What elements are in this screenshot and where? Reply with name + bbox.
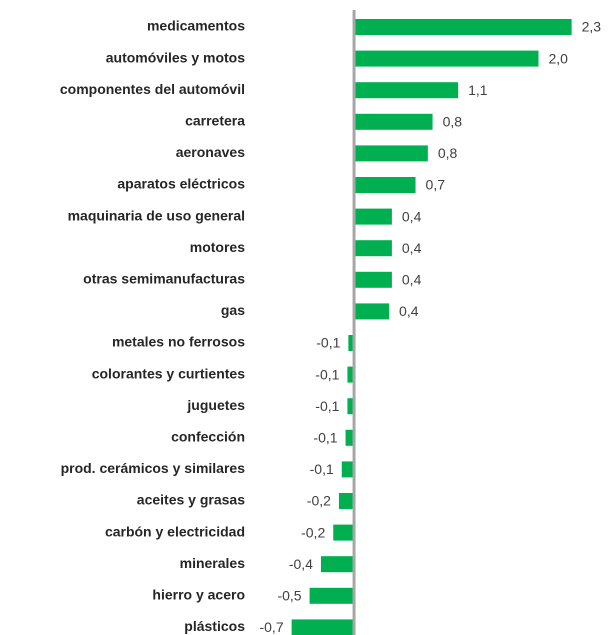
category-label: otras semimanufacturas [83, 271, 245, 287]
value-label: 0,4 [402, 208, 422, 224]
value-label: -0,7 [259, 619, 283, 635]
bar [291, 619, 355, 635]
value-label: -0,1 [313, 430, 337, 446]
bar [341, 461, 355, 478]
bar [354, 240, 392, 257]
category-label: aparatos eléctricos [117, 176, 245, 192]
bar [354, 145, 428, 162]
bar [354, 271, 392, 288]
category-label: aceites y grasas [137, 492, 245, 508]
value-label: 0,8 [443, 114, 463, 130]
value-label: 2,0 [549, 50, 569, 66]
category-label: juguetes [186, 397, 245, 413]
value-label: -0,1 [316, 335, 340, 351]
value-label: 0,4 [402, 240, 422, 256]
value-label: 1,1 [468, 82, 488, 98]
bar [354, 208, 392, 225]
bar [354, 82, 459, 99]
category-label: minerales [180, 555, 246, 571]
value-label: 2,3 [582, 19, 602, 35]
value-label: -0,4 [289, 556, 313, 572]
category-label: confección [171, 429, 245, 445]
category-label: aeronaves [176, 144, 245, 160]
value-label: -0,2 [307, 493, 331, 509]
bar [348, 335, 355, 351]
bar [345, 429, 355, 446]
value-label: 0,4 [399, 303, 419, 319]
bar [347, 366, 355, 383]
bar [354, 50, 539, 67]
category-label: maquinaria de uso general [68, 207, 245, 223]
value-label: 0,4 [402, 272, 422, 288]
bar [333, 524, 355, 541]
value-label: -0,1 [315, 398, 339, 414]
value-label: -0,1 [310, 461, 334, 477]
bar [309, 587, 355, 604]
category-label: metales no ferrosos [112, 334, 245, 350]
value-label: 0,7 [426, 177, 446, 193]
category-label: prod. cerámicos y similares [61, 460, 246, 476]
value-label: -0,1 [315, 366, 339, 382]
bar [354, 19, 572, 35]
category-label: medicamentos [147, 18, 245, 34]
category-label: hierro y acero [152, 587, 245, 603]
category-label: plásticos [184, 618, 245, 634]
value-label: -0,5 [277, 588, 301, 604]
category-label: automóviles y motos [106, 49, 245, 65]
bar [354, 113, 433, 130]
category-label: motores [190, 239, 245, 255]
bar [338, 493, 355, 509]
bar [354, 303, 390, 320]
category-label: colorantes y curtientes [92, 365, 245, 381]
value-label: -0,2 [301, 524, 325, 540]
category-label: carbón y electricidad [105, 523, 245, 539]
bar [347, 398, 355, 415]
category-label: carretera [185, 113, 245, 129]
bar [354, 177, 416, 193]
value-label: 0,8 [438, 145, 458, 161]
category-label: gas [221, 302, 245, 318]
bar [320, 556, 355, 573]
category-label: componentes del automóvil [60, 81, 245, 97]
